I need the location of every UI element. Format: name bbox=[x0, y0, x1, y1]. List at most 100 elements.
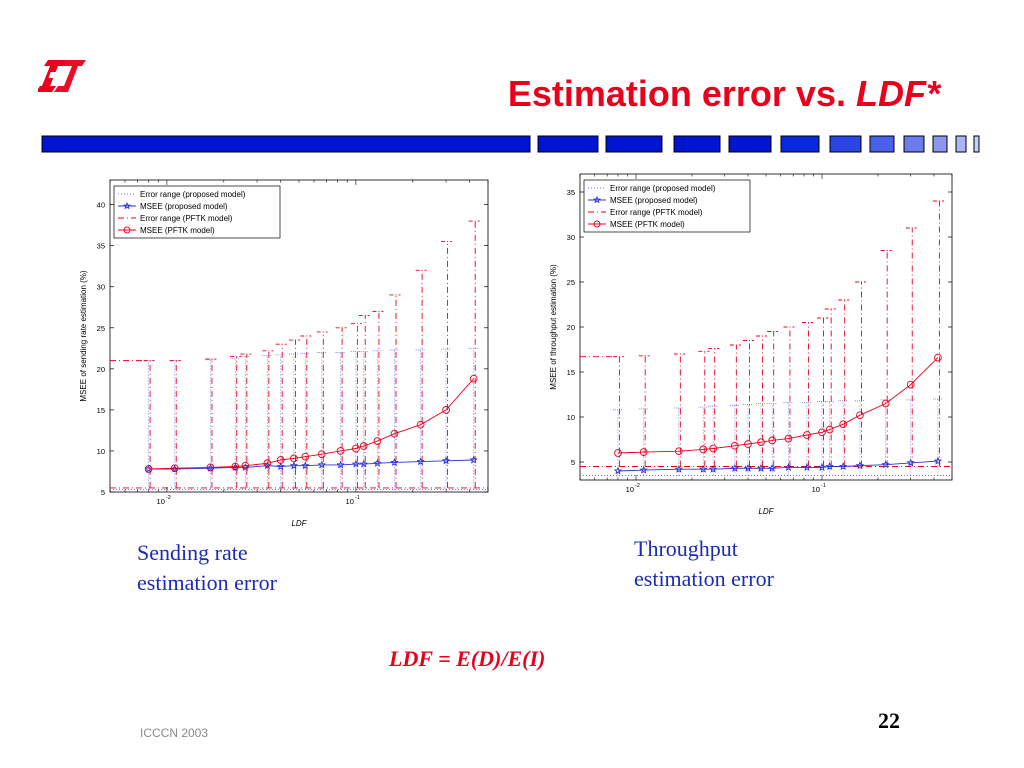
title-italic: LDF* bbox=[856, 73, 940, 114]
msee-pftk-point bbox=[359, 442, 368, 450]
msee-pftk-point bbox=[352, 444, 360, 453]
msee-pftk-line bbox=[148, 378, 475, 470]
msee-proposed-point bbox=[699, 464, 708, 473]
legend-marker bbox=[592, 195, 602, 204]
msee-pftk-point bbox=[639, 448, 648, 456]
university-logo bbox=[38, 60, 86, 92]
msee-proposed-point bbox=[289, 461, 299, 470]
msee-pftk-point bbox=[416, 420, 425, 429]
msee-pftk-point bbox=[818, 428, 826, 437]
msee-pftk-point bbox=[803, 431, 811, 439]
y-tick-label: 25 bbox=[567, 278, 575, 287]
msee-proposed-point bbox=[933, 456, 943, 465]
msee-pftk-point bbox=[784, 434, 793, 443]
x-tick-label-exponent: -1 bbox=[821, 483, 826, 489]
msee-proposed-point bbox=[336, 460, 345, 469]
msee-pftk-point bbox=[744, 440, 752, 448]
msee-proposed-point bbox=[708, 464, 718, 473]
msee-proposed-line bbox=[617, 460, 938, 472]
caption-sending-rate: Sending rate estimation error bbox=[137, 538, 277, 598]
x-tick-label: 10 bbox=[626, 485, 634, 494]
msee-proposed-point bbox=[756, 463, 766, 472]
y-tick-label: 25 bbox=[97, 324, 105, 333]
x-tick-label: 10 bbox=[346, 497, 354, 506]
x-tick-label-exponent: -1 bbox=[355, 495, 360, 501]
msee-proposed-point bbox=[825, 462, 834, 471]
x-tick-label-exponent: -2 bbox=[166, 495, 171, 501]
caption-throughput: Throughput estimation error bbox=[634, 534, 774, 594]
msee-proposed-point bbox=[743, 463, 753, 472]
msee-proposed-point bbox=[373, 458, 382, 467]
msee-proposed-point bbox=[817, 463, 827, 471]
legend-label: Error range (PFTK model) bbox=[610, 208, 703, 217]
x-tick-label-exponent: -2 bbox=[635, 483, 640, 489]
y-tick-label: 30 bbox=[567, 233, 575, 242]
y-tick-label: 10 bbox=[97, 447, 105, 456]
msee-pftk-point bbox=[206, 463, 215, 472]
y-axis-label: MSEE of sending rate estimation (%) bbox=[79, 270, 88, 402]
msee-pftk-point bbox=[768, 436, 777, 445]
msee-pftk-point bbox=[469, 374, 478, 383]
legend-label: Error range (proposed model) bbox=[140, 190, 246, 199]
y-tick-label: 35 bbox=[97, 242, 105, 251]
msee-pftk-point bbox=[442, 406, 450, 414]
x-tick-label: 10 bbox=[812, 485, 820, 494]
msee-pftk-point bbox=[290, 454, 298, 463]
legend-label: MSEE (PFTK model) bbox=[610, 220, 685, 229]
legend-box bbox=[113, 185, 281, 239]
msee-proposed-point bbox=[855, 461, 865, 470]
msee-pftk-point bbox=[390, 429, 399, 438]
y-tick-label: 35 bbox=[567, 188, 575, 197]
y-tick-label: 15 bbox=[567, 368, 575, 377]
footer-text: ICCCN 2003 bbox=[140, 726, 209, 740]
msee-pftk-point bbox=[709, 444, 718, 453]
y-tick-label: 10 bbox=[567, 413, 575, 422]
y-tick-label: 15 bbox=[97, 406, 105, 415]
y-tick-label: 40 bbox=[97, 201, 105, 210]
msee-pftk-point bbox=[144, 465, 153, 473]
msee-pftk-point bbox=[825, 425, 834, 434]
msee-proposed-point bbox=[390, 458, 399, 466]
legend-label: MSEE (proposed model) bbox=[140, 202, 228, 211]
legend-marker bbox=[122, 201, 132, 210]
msee-pftk-point bbox=[881, 399, 890, 408]
y-axis-label: MSEE of throughput estimation (%) bbox=[549, 264, 558, 390]
title-divider-bar bbox=[41, 135, 980, 153]
legend-label: Error range (proposed model) bbox=[610, 184, 716, 193]
msee-proposed-point bbox=[768, 463, 777, 472]
y-tick-label: 30 bbox=[97, 283, 105, 292]
msee-proposed-point bbox=[359, 459, 368, 468]
msee-proposed-point bbox=[906, 458, 915, 467]
msee-pftk-point bbox=[757, 438, 765, 447]
msee-proposed-point bbox=[802, 463, 812, 472]
legend-label: Error range (PFTK model) bbox=[140, 214, 233, 223]
error-range-group bbox=[580, 200, 952, 476]
legend-label: MSEE (proposed model) bbox=[610, 196, 698, 205]
msee-proposed-point bbox=[469, 455, 478, 464]
y-tick-label: 5 bbox=[571, 458, 575, 467]
msee-proposed-point bbox=[730, 463, 740, 472]
legend-box bbox=[583, 179, 751, 233]
legend-label: MSEE (PFTK model) bbox=[140, 226, 215, 235]
msee-pftk-point bbox=[301, 452, 310, 461]
msee-pftk-point bbox=[730, 441, 739, 450]
msee-pftk-line bbox=[617, 357, 939, 454]
legend: Error range (proposed model) MSEE (propos… bbox=[583, 179, 751, 233]
msee-proposed-point bbox=[613, 466, 623, 475]
msee-pftk-point bbox=[675, 447, 683, 456]
x-axis-label: LDF bbox=[291, 519, 307, 528]
msee-proposed-point bbox=[784, 463, 793, 471]
msee-pftk-point bbox=[699, 445, 708, 454]
msee-pftk-point bbox=[614, 449, 622, 457]
msee-pftk-point bbox=[317, 450, 326, 459]
x-tick-label: 10 bbox=[157, 497, 165, 506]
legend: Error range (proposed model) MSEE (propos… bbox=[113, 185, 281, 239]
msee-proposed-point bbox=[317, 460, 326, 469]
caption-line: estimation error bbox=[137, 570, 277, 595]
caption-line: estimation error bbox=[634, 566, 774, 591]
msee-pftk-point bbox=[276, 456, 285, 464]
msee-pftk-point bbox=[336, 447, 345, 455]
msee-pftk-point bbox=[839, 420, 848, 429]
